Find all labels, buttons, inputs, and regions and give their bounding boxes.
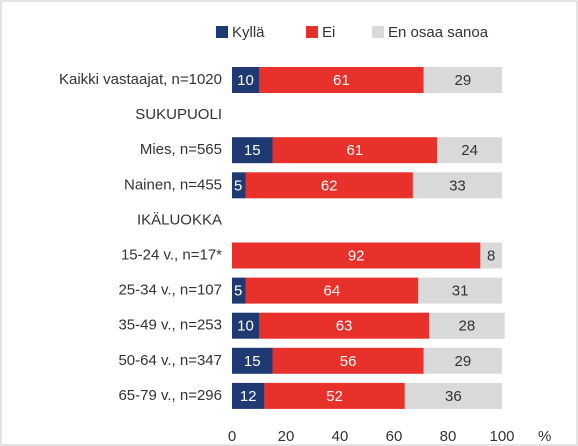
category-label: 35-49 v., n=253 <box>118 317 222 334</box>
bar-segment <box>232 312 259 339</box>
value-label: 10 <box>237 72 254 89</box>
value-label: 24 <box>461 142 478 159</box>
bar-segment <box>264 382 405 409</box>
value-label: 29 <box>455 353 472 370</box>
legend-label: En osaa sanoa <box>388 24 489 41</box>
category-label: 50-64 v., n=347 <box>118 352 222 369</box>
bar-segment <box>429 312 505 339</box>
value-label: 92 <box>348 247 365 264</box>
value-label: 15 <box>244 353 261 370</box>
bar-segment <box>259 312 430 339</box>
value-label: 5 <box>234 177 242 194</box>
value-label: 29 <box>455 72 472 89</box>
legend-swatch <box>306 26 318 38</box>
value-label: 36 <box>445 388 462 405</box>
value-label: 5 <box>234 283 242 300</box>
value-label: 63 <box>336 318 353 335</box>
bar-segment <box>245 172 413 199</box>
value-label: 28 <box>459 318 476 335</box>
category-label: SUKUPUOLI <box>135 106 222 123</box>
bar-segment <box>259 67 424 93</box>
x-tick-label: 40 <box>332 428 349 445</box>
value-label: 12 <box>240 388 257 405</box>
bar-segment <box>418 277 502 304</box>
bar-segment <box>404 382 502 409</box>
bar-segment <box>232 347 273 374</box>
bar-segment <box>232 242 481 269</box>
value-label: 56 <box>340 353 357 370</box>
legend-swatch <box>372 26 384 38</box>
x-tick-label: 80 <box>440 428 457 445</box>
value-label: 33 <box>449 177 466 194</box>
bar-segment <box>232 277 246 304</box>
category-label: Nainen, n=455 <box>124 176 222 193</box>
x-tick-label: 20 <box>278 428 295 445</box>
category-label: 15-24 v., n=17* <box>121 246 222 263</box>
legend-label: Kyllä <box>232 24 265 41</box>
bar-segment <box>412 172 502 199</box>
x-tick-label: 0 <box>228 428 236 445</box>
x-tick-label: 100 <box>489 428 514 445</box>
category-label: Mies, n=565 <box>140 141 222 158</box>
legend-label: Ei <box>322 24 335 41</box>
value-label: 61 <box>347 142 364 159</box>
value-label: 61 <box>333 72 350 89</box>
value-label: 62 <box>321 177 338 194</box>
x-tick-label: 60 <box>386 428 403 445</box>
bar-segment <box>232 382 265 409</box>
bar-segment <box>272 137 438 164</box>
bar-segment <box>232 67 259 93</box>
bar-segment <box>437 137 502 164</box>
bar-segment <box>232 172 246 199</box>
value-label: 10 <box>237 318 254 335</box>
legend-swatch <box>216 26 228 38</box>
value-label: 31 <box>452 283 469 300</box>
bar-segment <box>245 277 419 304</box>
value-label: 15 <box>244 142 261 159</box>
x-axis-label: % <box>538 428 551 445</box>
value-label: 8 <box>487 247 495 264</box>
value-label: 64 <box>324 283 341 300</box>
value-label: 52 <box>326 388 343 405</box>
bar-segment <box>232 137 273 164</box>
category-label: IKÄLUOKKA <box>137 211 222 228</box>
category-label: Kaikki vastaajat, n=1020 <box>59 71 222 88</box>
bar-segment <box>423 67 502 93</box>
bar-segment <box>480 242 502 269</box>
bar-segment <box>272 347 424 374</box>
category-label: 65-79 v., n=296 <box>118 387 222 404</box>
category-label: 25-34 v., n=107 <box>118 282 222 299</box>
bar-segment <box>423 347 502 374</box>
